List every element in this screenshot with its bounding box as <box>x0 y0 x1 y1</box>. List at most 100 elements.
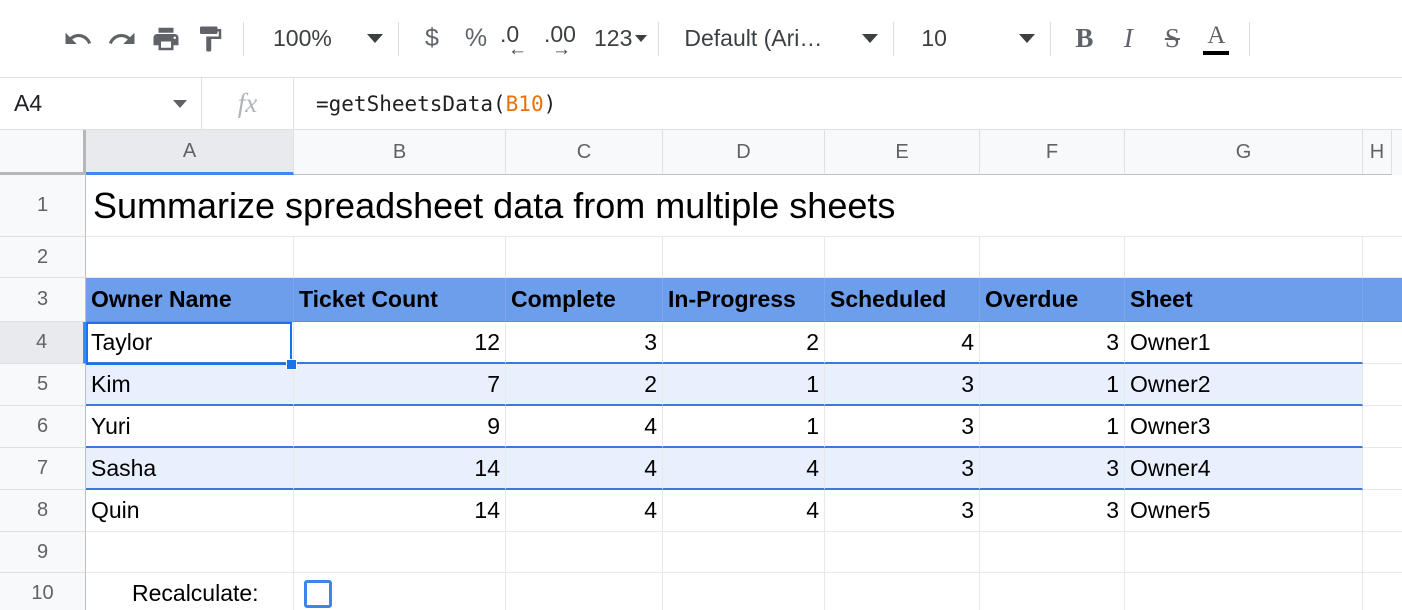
row-header-1[interactable]: 1 <box>0 175 86 237</box>
column-header-h[interactable]: H <box>1363 130 1392 175</box>
increase-decimal-button[interactable]: .00 → <box>542 17 586 61</box>
cell-d5-in-progress[interactable]: 1 <box>663 364 825 406</box>
table-header-scheduled[interactable]: Scheduled <box>825 278 980 322</box>
formula-input[interactable]: =getSheetsData(B10) <box>294 78 1402 129</box>
name-box[interactable]: A4 <box>0 78 202 129</box>
cell-d9[interactable] <box>663 532 825 573</box>
cell-d8-in-progress[interactable]: 4 <box>663 490 825 532</box>
cell-g10[interactable] <box>1125 573 1363 610</box>
table-header-overdue[interactable]: Overdue <box>980 278 1125 322</box>
row-header-8[interactable]: 8 <box>0 490 86 532</box>
cell-b2[interactable] <box>294 237 506 278</box>
cell-b5-ticket-count[interactable]: 7 <box>294 364 506 406</box>
fill-handle[interactable] <box>286 359 297 370</box>
column-header-d[interactable]: D <box>663 130 825 175</box>
row-header-9[interactable]: 9 <box>0 532 86 573</box>
cell-e8-scheduled[interactable]: 3 <box>825 490 980 532</box>
column-header-c[interactable]: C <box>506 130 663 175</box>
cell-e9[interactable] <box>825 532 980 573</box>
cell-g8-sheet[interactable]: Owner5 <box>1125 490 1363 532</box>
cell-c6-complete[interactable]: 4 <box>506 406 663 448</box>
select-all-corner[interactable] <box>0 130 86 175</box>
redo-button[interactable] <box>100 17 144 61</box>
cell-f8-overdue[interactable]: 3 <box>980 490 1125 532</box>
currency-format-button[interactable]: $ <box>410 17 454 61</box>
row-header-2[interactable]: 2 <box>0 237 86 278</box>
cell-a4-owner-name[interactable]: Taylor <box>86 322 294 364</box>
cell-h7[interactable] <box>1363 448 1402 490</box>
cell-d7-in-progress[interactable]: 4 <box>663 448 825 490</box>
table-header-sheet[interactable]: Sheet <box>1125 278 1363 322</box>
recalculate-checkbox[interactable] <box>304 579 332 608</box>
undo-button[interactable] <box>56 17 100 61</box>
table-header-complete[interactable]: Complete <box>506 278 663 322</box>
cell-b9[interactable] <box>294 532 506 573</box>
text-color-button[interactable]: A <box>1194 17 1238 61</box>
cell-c9[interactable] <box>506 532 663 573</box>
cell-e4-scheduled[interactable]: 4 <box>825 322 980 364</box>
column-header-e[interactable]: E <box>825 130 980 175</box>
print-button[interactable] <box>144 17 188 61</box>
cell-b6-ticket-count[interactable]: 9 <box>294 406 506 448</box>
table-header-owner-name[interactable]: Owner Name <box>86 278 294 322</box>
cell-a10-recalculate-label[interactable]: Recalculate: <box>86 573 294 610</box>
cell-g6-sheet[interactable]: Owner3 <box>1125 406 1363 448</box>
row-header-4[interactable]: 4 <box>0 322 86 364</box>
cell-g4-sheet[interactable]: Owner1 <box>1125 322 1363 364</box>
bold-button[interactable]: B <box>1062 17 1106 61</box>
cell-h10[interactable] <box>1363 573 1402 610</box>
cell-h5[interactable] <box>1363 364 1402 406</box>
table-header-in-progress[interactable]: In-Progress <box>663 278 825 322</box>
row-header-7[interactable]: 7 <box>0 448 86 490</box>
cell-c2[interactable] <box>506 237 663 278</box>
cell-h4[interactable] <box>1363 322 1402 364</box>
decrease-decimal-button[interactable]: .0 ← <box>498 17 542 61</box>
cell-a2[interactable] <box>86 237 294 278</box>
column-header-g[interactable]: G <box>1125 130 1363 175</box>
function-button[interactable]: fx <box>202 78 294 129</box>
row-header-10[interactable]: 10 <box>0 573 86 610</box>
cell-d2[interactable] <box>663 237 825 278</box>
cell-c10[interactable] <box>506 573 663 610</box>
cell-b7-ticket-count[interactable]: 14 <box>294 448 506 490</box>
cell-e5-scheduled[interactable]: 3 <box>825 364 980 406</box>
column-header-b[interactable]: B <box>294 130 506 175</box>
cell-b4-ticket-count[interactable]: 12 <box>294 322 506 364</box>
cell-h6[interactable] <box>1363 406 1402 448</box>
row-header-6[interactable]: 6 <box>0 406 86 448</box>
cell-g9[interactable] <box>1125 532 1363 573</box>
font-size-selector[interactable]: 10 <box>905 17 1039 61</box>
cell-e6-scheduled[interactable]: 3 <box>825 406 980 448</box>
cell-c8-complete[interactable]: 4 <box>506 490 663 532</box>
cell-f9[interactable] <box>980 532 1125 573</box>
cell-d10[interactable] <box>663 573 825 610</box>
cell-a8-owner-name[interactable]: Quin <box>86 490 294 532</box>
cell-f6-overdue[interactable]: 1 <box>980 406 1125 448</box>
paint-format-button[interactable] <box>188 17 232 61</box>
cell-c4-complete[interactable]: 3 <box>506 322 663 364</box>
font-family-selector[interactable]: Default (Ari… <box>670 17 882 61</box>
table-header-ticket-count[interactable]: Ticket Count <box>294 278 506 322</box>
row-header-5[interactable]: 5 <box>0 364 86 406</box>
cell-h9[interactable] <box>1363 532 1402 573</box>
column-header-a[interactable]: A <box>86 130 294 175</box>
cell-g7-sheet[interactable]: Owner4 <box>1125 448 1363 490</box>
cell-h2[interactable] <box>1363 237 1402 278</box>
cell-b10-recalculate-checkbox-cell[interactable] <box>294 573 506 610</box>
percent-format-button[interactable]: % <box>454 17 498 61</box>
cell-d6-in-progress[interactable]: 1 <box>663 406 825 448</box>
cell-f7-overdue[interactable]: 3 <box>980 448 1125 490</box>
cell-a1-title[interactable]: Summarize spreadsheet data from multiple… <box>86 175 1402 237</box>
cell-f2[interactable] <box>980 237 1125 278</box>
cell-h8[interactable] <box>1363 490 1402 532</box>
cell-a7-owner-name[interactable]: Sasha <box>86 448 294 490</box>
cell-c5-complete[interactable]: 2 <box>506 364 663 406</box>
cell-d4-in-progress[interactable]: 2 <box>663 322 825 364</box>
cell-e10[interactable] <box>825 573 980 610</box>
cell-g2[interactable] <box>1125 237 1363 278</box>
strikethrough-button[interactable]: S <box>1150 17 1194 61</box>
cell-e2[interactable] <box>825 237 980 278</box>
cell-c7-complete[interactable]: 4 <box>506 448 663 490</box>
cell-b8-ticket-count[interactable]: 14 <box>294 490 506 532</box>
cell-f10[interactable] <box>980 573 1125 610</box>
